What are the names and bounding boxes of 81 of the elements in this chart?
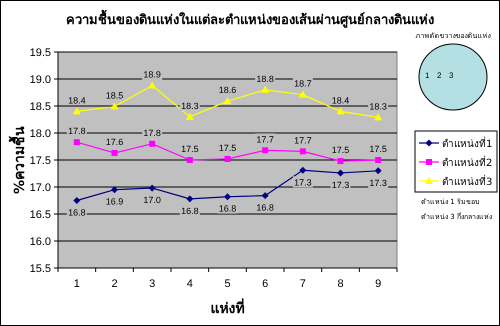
- data-label: 18.5: [106, 90, 124, 101]
- data-label: 17.0: [143, 195, 161, 206]
- x-tick-label: 1: [74, 278, 80, 290]
- data-label: 16.8: [181, 206, 199, 216]
- text: 3: [449, 71, 454, 80]
- x-tick-label: 7: [300, 278, 306, 290]
- y-tick-label: 18.5: [30, 101, 51, 113]
- y-axis-title: %ความชื้น: [8, 126, 28, 194]
- data-label: 18.4: [332, 95, 350, 106]
- x-tick-label: 3: [149, 278, 156, 290]
- point: [224, 156, 230, 162]
- point: [74, 139, 80, 146]
- point: [111, 186, 118, 194]
- point: [110, 102, 118, 110]
- data-label: 18.9: [143, 69, 161, 80]
- data-label: 16.8: [68, 208, 86, 218]
- point: [186, 157, 193, 163]
- y-tick-label: 17.5: [30, 155, 51, 167]
- data-label: 16.8: [218, 204, 236, 214]
- point: [186, 195, 194, 202]
- y-tick-label: 16.0: [30, 236, 51, 248]
- chart-title: ความชื้นของดินแห่งในแต่ละตำแหน่งของเส้นผ่านศูนย์กลางดินแห่ง: [66, 9, 434, 28]
- x-axis-title: แห่งที่: [210, 298, 244, 317]
- point: [262, 147, 268, 154]
- x-tick-label: 5: [224, 278, 231, 290]
- data-label: 17.5: [332, 145, 350, 156]
- legend-label: ตำแหน่งที่1: [442, 136, 492, 150]
- point: [374, 113, 382, 120]
- data-label: 16.9: [106, 196, 124, 207]
- point: [298, 90, 307, 98]
- legend-label: ตำแหน่งที่3: [442, 174, 492, 188]
- point: [149, 140, 156, 147]
- data-label: 18.3: [369, 101, 387, 112]
- point: [338, 158, 344, 164]
- y-tick-label: 15.5: [30, 263, 51, 275]
- point: [224, 193, 231, 200]
- legend-label: ตำแหน่งที่2: [442, 155, 492, 169]
- point: [72, 107, 81, 114]
- data-label: 17.7: [256, 134, 274, 144]
- data-label: 18.6: [218, 85, 236, 96]
- x-tick-label: 6: [262, 278, 268, 290]
- y-tick-label: 18.0: [30, 128, 51, 140]
- data-label: 17.3: [294, 177, 312, 188]
- data-label: 17.3: [369, 178, 387, 188]
- text: 1: [425, 71, 430, 80]
- data-label: 16.8: [256, 202, 274, 213]
- point: [337, 169, 344, 176]
- point: [299, 166, 306, 174]
- x-tick-label: 2: [111, 278, 118, 290]
- point: [224, 97, 232, 104]
- point: [112, 150, 118, 156]
- y-tick-label: 19.5: [30, 47, 51, 59]
- data-label: 18.4: [68, 95, 86, 106]
- y-tick-label: 19.0: [30, 74, 51, 86]
- x-tick-label: 4: [186, 278, 193, 290]
- data-label: 17.6: [106, 136, 124, 147]
- data-label: 17.8: [143, 128, 161, 138]
- data-label: 17.5: [369, 144, 387, 154]
- data-label: 17.8: [68, 126, 86, 136]
- point: [73, 197, 80, 204]
- data-label: 18.7: [294, 78, 312, 89]
- x-tick-label: 8: [337, 278, 344, 290]
- data-label: 17.3: [332, 180, 350, 190]
- y-tick-label: 17.0: [30, 182, 51, 194]
- data-label: 17.5: [218, 142, 236, 153]
- point: [374, 167, 382, 174]
- point: [186, 112, 194, 120]
- data-label: 17.7: [294, 135, 312, 146]
- point: [300, 148, 306, 154]
- point: [336, 107, 344, 114]
- point: [148, 184, 156, 192]
- data-label: 18.8: [256, 74, 274, 84]
- y-tick-label: 16.5: [30, 209, 51, 221]
- point: [261, 86, 270, 93]
- point: [262, 192, 269, 200]
- data-label: 18.3: [181, 100, 199, 111]
- data-label: 17.5: [181, 144, 199, 154]
- x-tick-label: 9: [375, 278, 382, 290]
- text: 2: [437, 71, 442, 80]
- point: [375, 157, 382, 163]
- point: [148, 81, 156, 88]
